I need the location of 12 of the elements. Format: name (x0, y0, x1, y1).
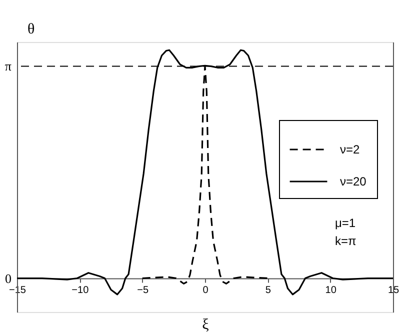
x-tick-label: 0 (202, 284, 209, 296)
legend-label: ν=2 (340, 142, 360, 156)
x-tick-label: 5 (265, 284, 272, 296)
legend-label: ν=20 (340, 174, 367, 188)
x-tick-label: −10 (72, 284, 90, 296)
y-tick-label: π (4, 58, 12, 74)
x-axis-title: ξ (202, 316, 210, 333)
x-tick-label: 10 (325, 284, 337, 296)
annotation: μ=1 (335, 216, 356, 230)
y-axis-title: θ (28, 22, 35, 38)
x-tick-label: −5 (137, 284, 149, 296)
annotation: k=π (335, 234, 356, 248)
